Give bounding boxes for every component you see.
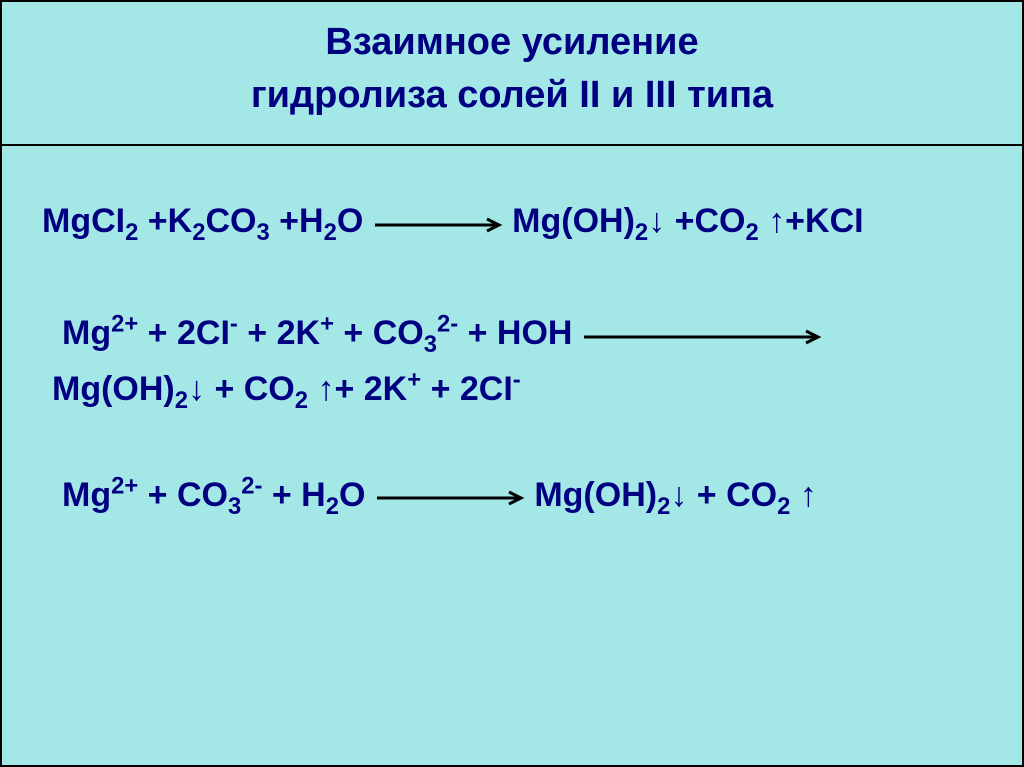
eq3-text: Mg(OH)2↓ + CO2 ↑+ 2K+ + 2CI- xyxy=(52,370,521,408)
reaction-arrow-icon xyxy=(375,471,525,522)
eq4-left: Mg2+ + CO32- + H2O xyxy=(62,476,365,514)
slide-container: Взаимное усиление гидролиза солей II и I… xyxy=(0,0,1024,767)
equation-1: MgCI2 +K2CO3 +H2O Mg(OH)2↓ +CO2 ↑+KCI xyxy=(42,196,992,250)
eq2-left: Mg2+ + 2CI- + 2K+ + CO32- + HOH xyxy=(62,314,572,352)
eq4-right: Mg(OH)2↓ + CO2 ↑ xyxy=(534,476,816,514)
title-line-2: гидролиза солей II и III типа xyxy=(2,69,1022,122)
equation-2: Mg2+ + 2CI- + 2K+ + CO32- + HOH xyxy=(42,307,992,363)
title-line-1: Взаимное усиление xyxy=(2,16,1022,69)
slide-body: MgCI2 +K2CO3 +H2O Mg(OH)2↓ +CO2 ↑+KCI Mg… xyxy=(2,146,1022,524)
slide-header: Взаимное усиление гидролиза солей II и I… xyxy=(2,2,1022,146)
eq1-right: Mg(OH)2↓ +CO2 ↑+KCI xyxy=(512,202,863,240)
eq1-left: MgCI2 +K2CO3 +H2O xyxy=(42,202,363,240)
reaction-arrow-icon xyxy=(373,198,503,249)
equation-3: Mg(OH)2↓ + CO2 ↑+ 2K+ + 2CI- xyxy=(42,363,992,419)
equation-4: Mg2+ + CO32- + H2O Mg(OH)2↓ + CO2 ↑ xyxy=(42,468,992,524)
reaction-arrow-icon xyxy=(582,310,822,361)
